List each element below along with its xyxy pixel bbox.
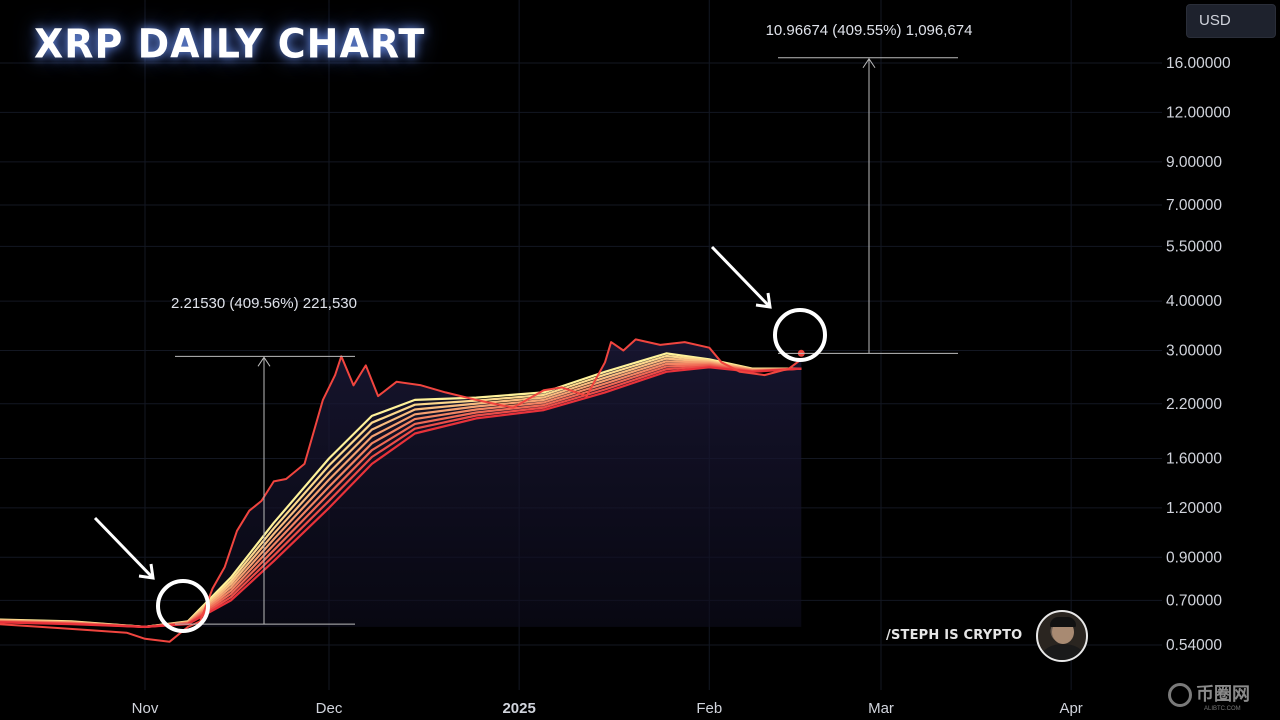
y-tick-label: 1.20000 (1166, 500, 1222, 517)
measurement-tools: 2.21530 (409.56%) 221,530 10.96674 (409.5… (171, 22, 973, 625)
brand-subtitle: ALIBTC.COM (1204, 706, 1241, 712)
brand-name: 币圈网 (1196, 684, 1250, 704)
y-tick-label: 16.00000 (1166, 55, 1231, 72)
measure-label: 2.21530 (409.56%) 221,530 (171, 295, 357, 312)
price-series-line (0, 338, 802, 643)
y-tick-label: 0.90000 (1166, 549, 1222, 566)
y-tick-label: 5.50000 (1166, 238, 1222, 255)
pointer-arrow-head-icon (138, 563, 155, 580)
y-tick-label: 7.00000 (1166, 197, 1222, 214)
x-tick-label: Mar (868, 700, 894, 717)
y-tick-label: 3.00000 (1166, 342, 1222, 359)
pointer-arrow-head-icon (755, 292, 772, 309)
author-avatar (1036, 610, 1088, 662)
y-tick-label: 9.00000 (1166, 154, 1222, 171)
pointer-arrow-icon (710, 245, 772, 309)
price-area-fill (200, 339, 802, 627)
x-tick-label: Feb (696, 700, 722, 717)
y-tick-label: 4.00000 (1166, 293, 1222, 310)
y-axis: 16.00000 12.00000 9.00000 7.00000 5.50000 4.0… (1166, 55, 1231, 654)
x-tick-label: Apr (1059, 700, 1082, 717)
x-axis: Nov Dec 2025 Feb Mar Apr (132, 700, 1083, 717)
y-tick-label: 1.60000 (1166, 450, 1222, 467)
y-tick-label: 0.70000 (1166, 592, 1222, 609)
brand-logo-icon (1168, 683, 1192, 708)
y-tick-label: 0.54000 (1166, 637, 1222, 654)
highlight-circle (773, 308, 827, 362)
x-tick-label: Nov (132, 700, 159, 717)
site-brand: 币圈网 ALIBTC.COM (1168, 680, 1250, 712)
currency-selector[interactable]: USD (1186, 4, 1276, 38)
x-tick-label: 2025 (502, 700, 535, 717)
pointer-arrow-icon (93, 516, 155, 580)
y-tick-label: 2.20000 (1166, 396, 1222, 413)
measure-arrow-head (257, 356, 271, 367)
highlight-circle (156, 579, 210, 633)
highlight-marks (93, 245, 827, 633)
y-tick-label: 12.00000 (1166, 104, 1231, 121)
x-tick-label: Dec (316, 700, 343, 717)
price-area (200, 339, 802, 627)
measure-arrow-head (862, 57, 876, 68)
chart-title: XRP DAILY CHART (34, 20, 426, 68)
measure-label: 10.96674 (409.55%) 1,096,674 (766, 22, 973, 39)
grid-lines (0, 0, 1162, 690)
author-watermark: /STEPH IS CRYPTO (886, 628, 1023, 643)
